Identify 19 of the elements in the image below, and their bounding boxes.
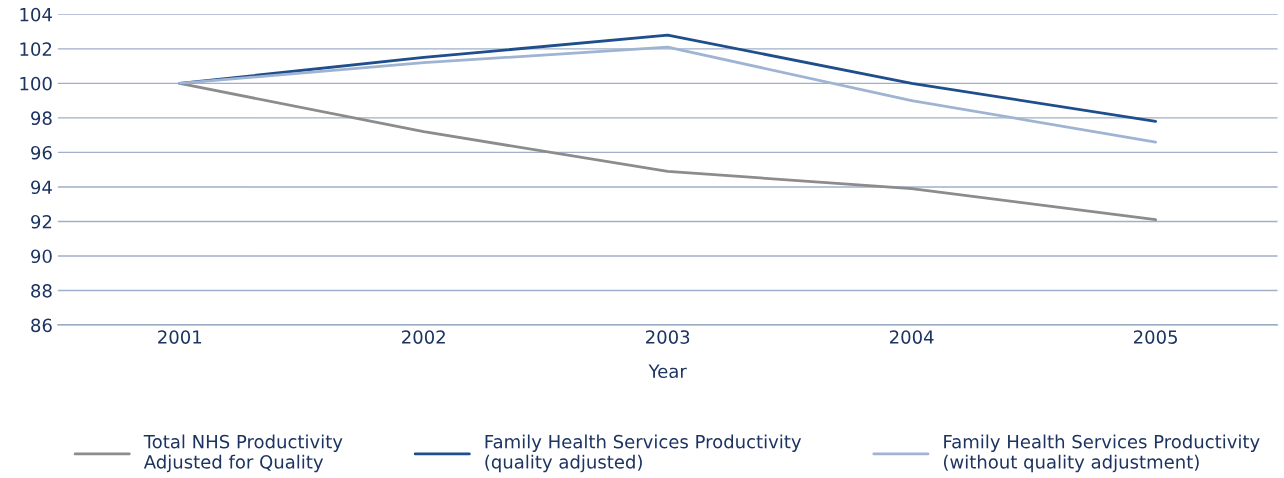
y-tick-label: 104 bbox=[20, 7, 52, 22]
legend-label: Total NHS Productivity Adjusted for Quality bbox=[143, 434, 343, 473]
x-tick-label: 2003 bbox=[646, 330, 690, 344]
y-tick-label: 88 bbox=[31, 283, 52, 298]
y-tick-label: 90 bbox=[31, 249, 52, 264]
x-tick-label: 2001 bbox=[158, 330, 202, 344]
y-tick-label: 98 bbox=[31, 111, 52, 126]
x-axis-title: Year bbox=[648, 364, 687, 379]
y-tick-label: 92 bbox=[31, 214, 52, 229]
x-tick-label: 2004 bbox=[889, 330, 934, 344]
y-tick-label: 102 bbox=[20, 42, 52, 56]
y-tick-label: 96 bbox=[31, 145, 52, 160]
y-tick-label: 100 bbox=[20, 76, 52, 91]
x-tick-label: 2002 bbox=[402, 330, 445, 344]
y-tick-label: 86 bbox=[31, 318, 52, 333]
legend-label: Family Health Services Productivity (quality adjusted) bbox=[485, 434, 802, 473]
y-tick-label: 94 bbox=[31, 180, 52, 195]
legend-label: Family Health Services Productivity (without quality adjustment) bbox=[943, 434, 1260, 473]
x-tick-label: 2005 bbox=[1133, 330, 1177, 344]
